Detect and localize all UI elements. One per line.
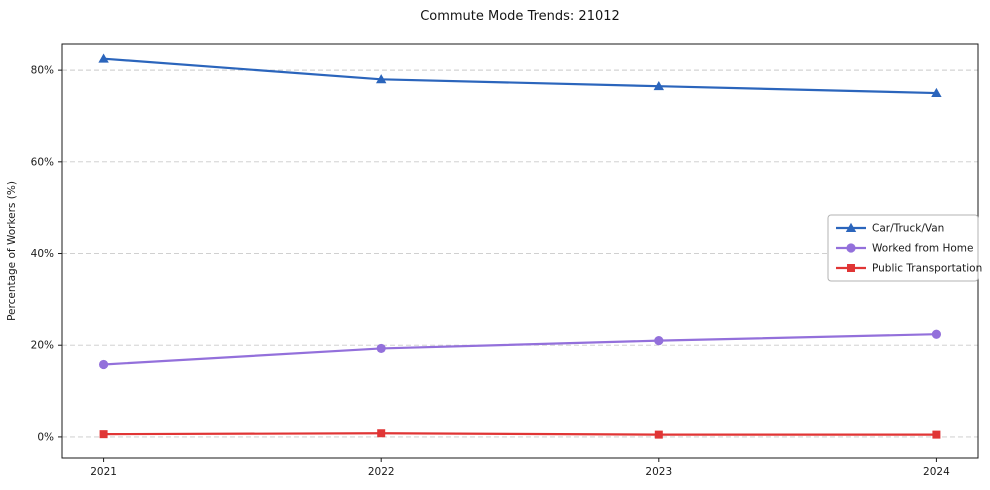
x-tick-label: 2024 (923, 466, 950, 478)
legend-label-public-transportation: Public Transportation (872, 263, 982, 275)
series-marker-public-transportation (654, 430, 663, 439)
series-marker-car-truck-van (375, 74, 387, 84)
y-tick-label: 60% (31, 156, 54, 168)
series-marker-public-transportation (99, 430, 108, 439)
series-line-worked-from-home (102, 333, 938, 366)
series-line-public-transportation (102, 432, 938, 436)
series-line-car-truck-van (102, 57, 938, 95)
y-tick-label: 40% (31, 248, 54, 260)
legend-box (827, 214, 979, 282)
legend-marker-public-transportation (847, 264, 855, 272)
legend-marker-car-truck-van (845, 222, 857, 232)
series-marker-worked-from-home (376, 343, 386, 354)
series-marker-car-truck-van (931, 87, 942, 98)
series-marker-public-transportation (932, 430, 941, 439)
x-tick-label: 2022 (368, 466, 395, 478)
series-marker-worked-from-home (98, 359, 109, 370)
series-marker-worked-from-home (654, 336, 664, 346)
legend-marker-worked-from-home (846, 243, 856, 253)
y-tick-label: 0% (37, 431, 54, 443)
series-marker-public-transportation (377, 429, 386, 438)
x-tick-label: 2023 (645, 466, 672, 478)
y-tick-label: 20% (31, 340, 54, 352)
legend-label-car-truck-van: Car/Truck/Van (872, 223, 944, 235)
y-tick-label: 80% (31, 65, 54, 77)
series-marker-car-truck-van (653, 80, 665, 91)
chart-title: Commute Mode Trends: 21012 (420, 9, 620, 24)
y-axis-label: Percentage of Workers (%) (6, 181, 18, 321)
series-marker-car-truck-van (98, 53, 109, 63)
series-marker-worked-from-home (931, 329, 942, 339)
legend-label-worked-from-home: Worked from Home (872, 243, 973, 255)
x-tick-label: 2021 (90, 466, 117, 478)
